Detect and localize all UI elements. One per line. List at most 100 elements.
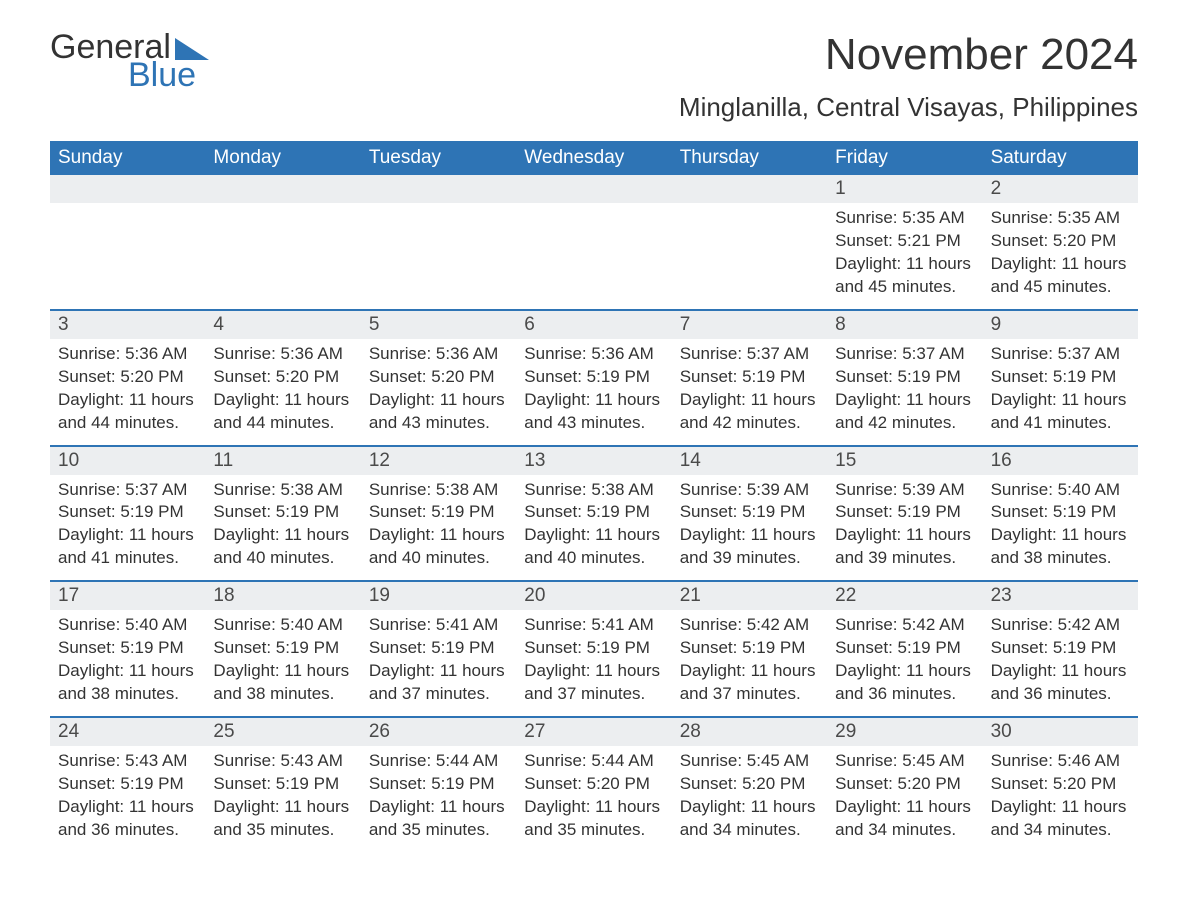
day-number: 21: [672, 582, 827, 610]
sunrise-line: Sunrise: 5:42 AM: [991, 614, 1130, 637]
day-cell: 18Sunrise: 5:40 AMSunset: 5:19 PMDayligh…: [205, 582, 360, 716]
sunset-line: Sunset: 5:19 PM: [524, 366, 663, 389]
day-cell: 28Sunrise: 5:45 AMSunset: 5:20 PMDayligh…: [672, 718, 827, 852]
day-number: 29: [827, 718, 982, 746]
sunrise-line: Sunrise: 5:38 AM: [524, 479, 663, 502]
daylight-line: Daylight: 11 hours and 40 minutes.: [213, 524, 352, 570]
sunset-line: Sunset: 5:19 PM: [369, 773, 508, 796]
sunrise-line: Sunrise: 5:35 AM: [835, 207, 974, 230]
daylight-line: Daylight: 11 hours and 36 minutes.: [58, 796, 197, 842]
day-content: Sunrise: 5:36 AMSunset: 5:20 PMDaylight:…: [205, 339, 360, 445]
day-content: Sunrise: 5:42 AMSunset: 5:19 PMDaylight:…: [827, 610, 982, 716]
sunset-line: Sunset: 5:19 PM: [58, 773, 197, 796]
day-number: 5: [361, 311, 516, 339]
weekday-header: Sunday: [50, 141, 205, 175]
daylight-line: Daylight: 11 hours and 39 minutes.: [680, 524, 819, 570]
daylight-line: Daylight: 11 hours and 36 minutes.: [835, 660, 974, 706]
sunrise-line: Sunrise: 5:40 AM: [58, 614, 197, 637]
daylight-line: Daylight: 11 hours and 38 minutes.: [213, 660, 352, 706]
daylight-line: Daylight: 11 hours and 37 minutes.: [524, 660, 663, 706]
day-cell: 7Sunrise: 5:37 AMSunset: 5:19 PMDaylight…: [672, 311, 827, 445]
logo-word-blue: Blue: [128, 58, 209, 92]
day-content: Sunrise: 5:38 AMSunset: 5:19 PMDaylight:…: [361, 475, 516, 581]
day-content: Sunrise: 5:42 AMSunset: 5:19 PMDaylight:…: [672, 610, 827, 716]
sunset-line: Sunset: 5:20 PM: [991, 773, 1130, 796]
day-content: Sunrise: 5:38 AMSunset: 5:19 PMDaylight:…: [205, 475, 360, 581]
sunrise-line: Sunrise: 5:45 AM: [680, 750, 819, 773]
daylight-line: Daylight: 11 hours and 35 minutes.: [524, 796, 663, 842]
day-content: Sunrise: 5:35 AMSunset: 5:20 PMDaylight:…: [983, 203, 1138, 309]
sunrise-line: Sunrise: 5:44 AM: [524, 750, 663, 773]
day-cell: 12Sunrise: 5:38 AMSunset: 5:19 PMDayligh…: [361, 447, 516, 581]
day-content: Sunrise: 5:41 AMSunset: 5:19 PMDaylight:…: [516, 610, 671, 716]
daylight-line: Daylight: 11 hours and 42 minutes.: [680, 389, 819, 435]
sunset-line: Sunset: 5:19 PM: [213, 501, 352, 524]
day-cell: [361, 175, 516, 309]
day-cell: 5Sunrise: 5:36 AMSunset: 5:20 PMDaylight…: [361, 311, 516, 445]
day-cell: 4Sunrise: 5:36 AMSunset: 5:20 PMDaylight…: [205, 311, 360, 445]
sunset-line: Sunset: 5:19 PM: [524, 637, 663, 660]
sunset-line: Sunset: 5:19 PM: [524, 501, 663, 524]
sunrise-line: Sunrise: 5:44 AM: [369, 750, 508, 773]
day-cell: 6Sunrise: 5:36 AMSunset: 5:19 PMDaylight…: [516, 311, 671, 445]
day-cell: 13Sunrise: 5:38 AMSunset: 5:19 PMDayligh…: [516, 447, 671, 581]
location: Minglanilla, Central Visayas, Philippine…: [679, 92, 1138, 123]
daylight-line: Daylight: 11 hours and 40 minutes.: [369, 524, 508, 570]
day-number: 10: [50, 447, 205, 475]
sunrise-line: Sunrise: 5:37 AM: [58, 479, 197, 502]
daylight-line: Daylight: 11 hours and 37 minutes.: [680, 660, 819, 706]
day-number: [672, 175, 827, 203]
day-number: 27: [516, 718, 671, 746]
day-number: 30: [983, 718, 1138, 746]
day-cell: 29Sunrise: 5:45 AMSunset: 5:20 PMDayligh…: [827, 718, 982, 852]
sunrise-line: Sunrise: 5:36 AM: [369, 343, 508, 366]
sunrise-line: Sunrise: 5:38 AM: [213, 479, 352, 502]
day-content: Sunrise: 5:41 AMSunset: 5:19 PMDaylight:…: [361, 610, 516, 716]
sunrise-line: Sunrise: 5:37 AM: [835, 343, 974, 366]
day-number: 26: [361, 718, 516, 746]
day-content: Sunrise: 5:43 AMSunset: 5:19 PMDaylight:…: [50, 746, 205, 852]
sunrise-line: Sunrise: 5:39 AM: [835, 479, 974, 502]
day-content: Sunrise: 5:37 AMSunset: 5:19 PMDaylight:…: [827, 339, 982, 445]
day-number: [361, 175, 516, 203]
daylight-line: Daylight: 11 hours and 34 minutes.: [835, 796, 974, 842]
weekday-header: Saturday: [983, 141, 1138, 175]
daylight-line: Daylight: 11 hours and 38 minutes.: [58, 660, 197, 706]
day-number: 17: [50, 582, 205, 610]
day-content: Sunrise: 5:36 AMSunset: 5:20 PMDaylight:…: [361, 339, 516, 445]
sunset-line: Sunset: 5:19 PM: [58, 637, 197, 660]
day-cell: 11Sunrise: 5:38 AMSunset: 5:19 PMDayligh…: [205, 447, 360, 581]
day-number: 18: [205, 582, 360, 610]
day-number: 14: [672, 447, 827, 475]
sunset-line: Sunset: 5:19 PM: [991, 501, 1130, 524]
sunrise-line: Sunrise: 5:41 AM: [369, 614, 508, 637]
sunrise-line: Sunrise: 5:43 AM: [58, 750, 197, 773]
sunset-line: Sunset: 5:19 PM: [991, 637, 1130, 660]
day-content: Sunrise: 5:45 AMSunset: 5:20 PMDaylight:…: [827, 746, 982, 852]
day-cell: 26Sunrise: 5:44 AMSunset: 5:19 PMDayligh…: [361, 718, 516, 852]
sunset-line: Sunset: 5:19 PM: [680, 366, 819, 389]
calendar: Sunday Monday Tuesday Wednesday Thursday…: [50, 141, 1138, 852]
day-content: Sunrise: 5:40 AMSunset: 5:19 PMDaylight:…: [205, 610, 360, 716]
day-content: Sunrise: 5:39 AMSunset: 5:19 PMDaylight:…: [672, 475, 827, 581]
sunset-line: Sunset: 5:19 PM: [58, 501, 197, 524]
sunset-line: Sunset: 5:19 PM: [991, 366, 1130, 389]
sunrise-line: Sunrise: 5:42 AM: [680, 614, 819, 637]
day-cell: 8Sunrise: 5:37 AMSunset: 5:19 PMDaylight…: [827, 311, 982, 445]
day-content: Sunrise: 5:42 AMSunset: 5:19 PMDaylight:…: [983, 610, 1138, 716]
day-number: 16: [983, 447, 1138, 475]
day-cell: 25Sunrise: 5:43 AMSunset: 5:19 PMDayligh…: [205, 718, 360, 852]
sunset-line: Sunset: 5:19 PM: [213, 637, 352, 660]
weeks-container: 1Sunrise: 5:35 AMSunset: 5:21 PMDaylight…: [50, 175, 1138, 852]
day-cell: 20Sunrise: 5:41 AMSunset: 5:19 PMDayligh…: [516, 582, 671, 716]
title-block: November 2024 Minglanilla, Central Visay…: [679, 30, 1138, 123]
day-number: 12: [361, 447, 516, 475]
day-number: 2: [983, 175, 1138, 203]
sunrise-line: Sunrise: 5:43 AM: [213, 750, 352, 773]
day-number: [205, 175, 360, 203]
day-content: Sunrise: 5:36 AMSunset: 5:20 PMDaylight:…: [50, 339, 205, 445]
sunrise-line: Sunrise: 5:35 AM: [991, 207, 1130, 230]
sunset-line: Sunset: 5:20 PM: [524, 773, 663, 796]
day-content: Sunrise: 5:40 AMSunset: 5:19 PMDaylight:…: [983, 475, 1138, 581]
day-number: 24: [50, 718, 205, 746]
